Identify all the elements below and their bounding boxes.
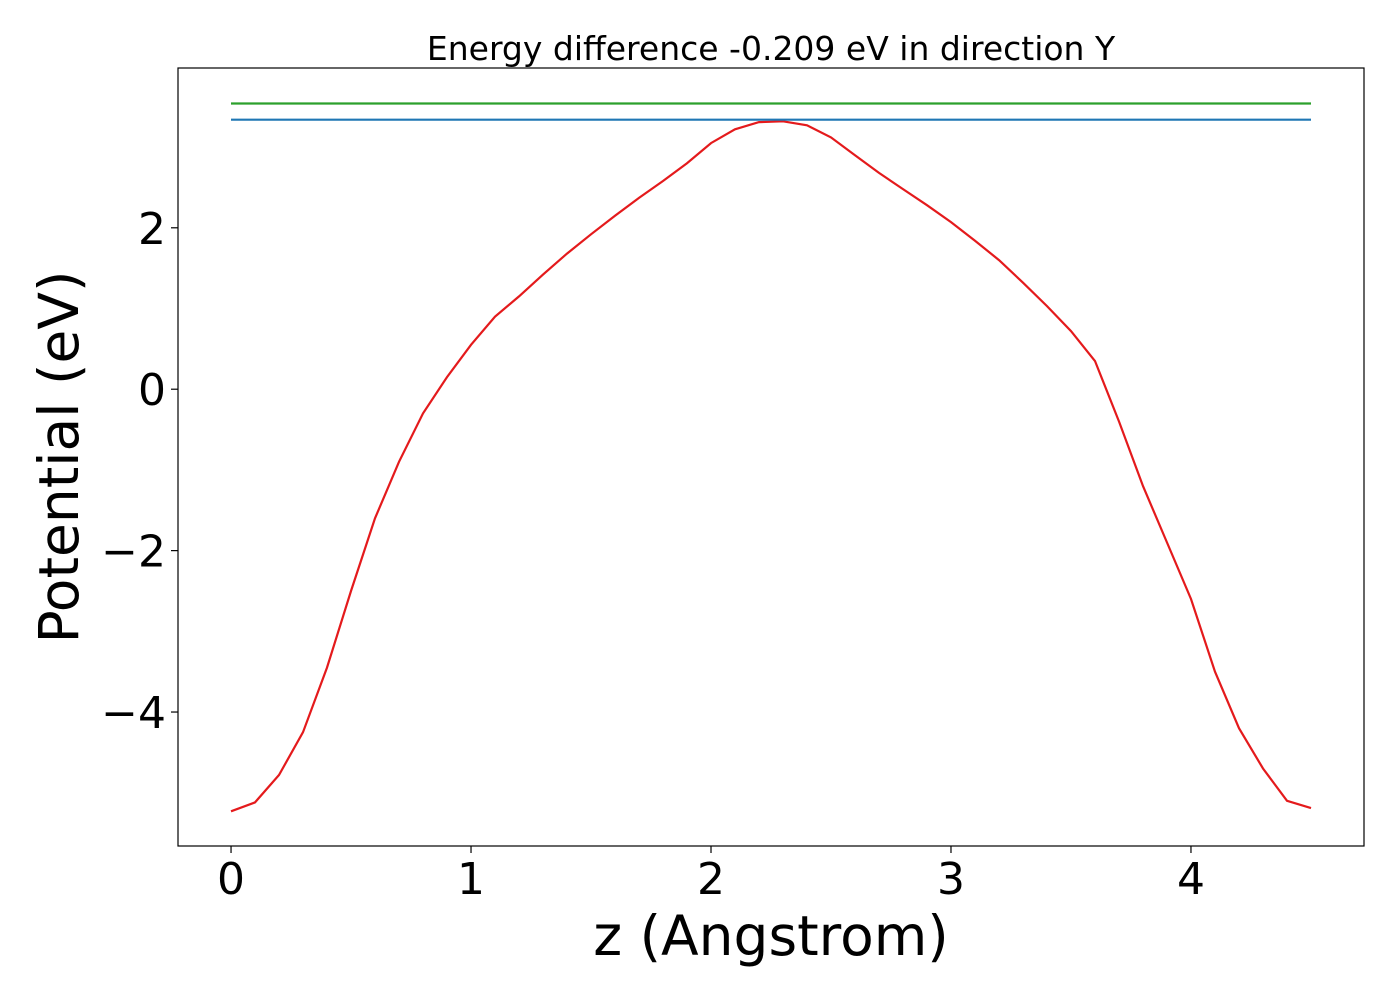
x-tick-label: 0	[217, 854, 245, 905]
plot-frame	[177, 67, 1365, 847]
x-tick-label: 3	[937, 854, 965, 905]
x-tick-label: 2	[697, 854, 725, 905]
x-tick-label: 1	[457, 854, 485, 905]
chart-title: Energy difference -0.209 eV in direction…	[427, 29, 1116, 68]
data-line	[230, 120, 1312, 813]
y-axis-label: Potential (eV)	[27, 271, 91, 644]
y-tick-label: 0	[138, 365, 166, 416]
y-tick-label: −2	[101, 527, 166, 578]
y-tick-label: 2	[138, 204, 166, 255]
y-tick-label: −4	[101, 688, 166, 739]
x-axis-label: z (Angstrom)	[593, 904, 949, 968]
x-tick-label: 4	[1177, 854, 1205, 905]
